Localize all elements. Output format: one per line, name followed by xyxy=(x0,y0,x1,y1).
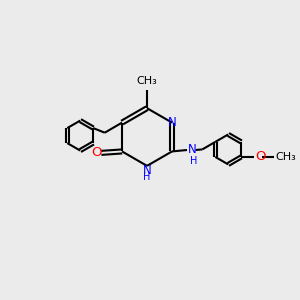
Text: H: H xyxy=(143,172,151,182)
Text: H: H xyxy=(190,156,197,166)
Text: N: N xyxy=(143,164,152,177)
Text: CH₃: CH₃ xyxy=(276,152,297,162)
Text: N: N xyxy=(168,116,177,129)
Text: O: O xyxy=(256,150,266,164)
Text: CH₃: CH₃ xyxy=(137,76,158,86)
Text: O: O xyxy=(91,146,101,159)
Text: N: N xyxy=(188,143,196,156)
